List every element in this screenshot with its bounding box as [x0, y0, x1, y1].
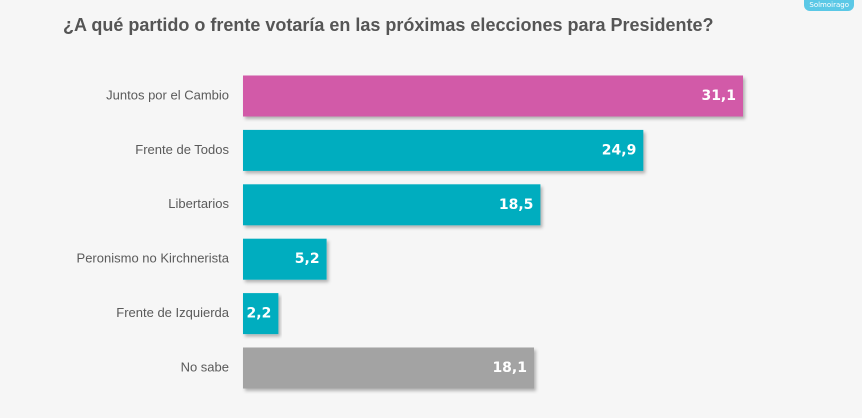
value-label: 18,5 — [499, 197, 534, 213]
bar — [243, 75, 743, 117]
value-label: 5,2 — [295, 251, 320, 267]
category-label: Frente de Izquierda — [116, 305, 230, 320]
bar — [243, 347, 534, 389]
value-label: 31,1 — [701, 88, 736, 104]
bar — [243, 238, 327, 280]
category-label: No sabe — [181, 359, 229, 374]
bar — [243, 184, 541, 226]
category-label: Libertarios — [168, 196, 229, 211]
brand-badge: Solmoirago — [804, 0, 854, 11]
bar — [243, 129, 644, 171]
value-label: 2,2 — [247, 306, 272, 322]
bars-layer: Juntos por el Cambio 31,1 Frente de Todos 2… — [77, 75, 743, 389]
value-label: 24,9 — [602, 142, 637, 158]
bar — [243, 293, 279, 335]
value-label: 18,1 — [492, 360, 527, 376]
category-label: Frente de Todos — [135, 142, 229, 157]
category-label: Peronismo no Kirchnerista — [77, 251, 230, 266]
chart-title: ¿A qué partido o frente votaría en las p… — [63, 15, 714, 35]
category-label: Juntos por el Cambio — [106, 87, 229, 102]
